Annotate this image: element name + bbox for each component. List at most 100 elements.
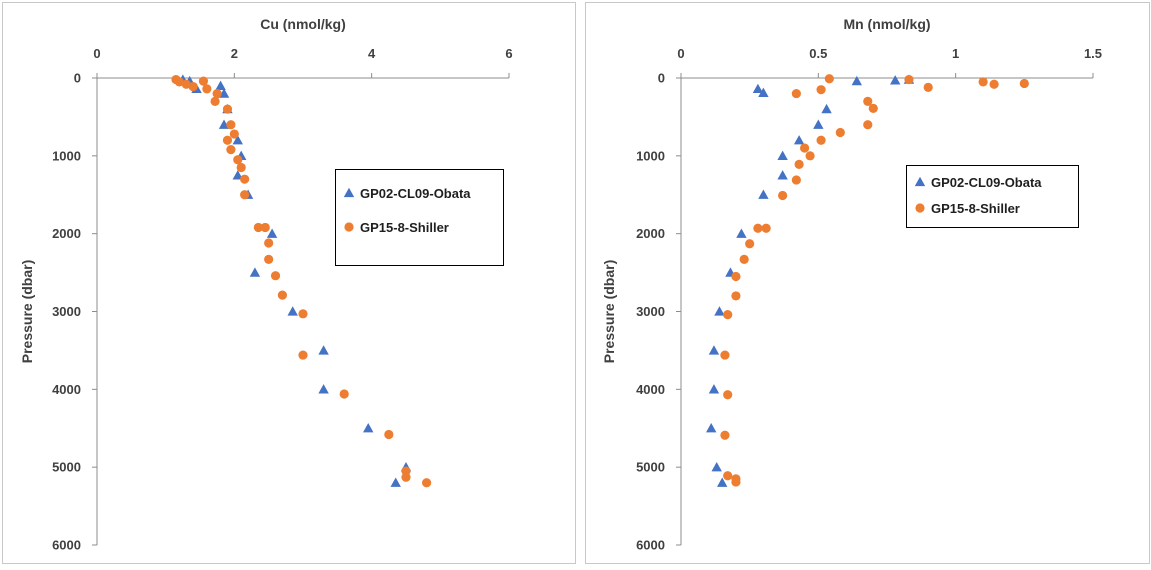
cu-chart-y-tick-label: 6000 [52,538,81,553]
cu-chart-y-tick-label: 5000 [52,460,81,475]
cu-chart-data-point [215,80,226,90]
cu-chart-data-point [236,162,246,173]
cu-chart-data-point [264,238,274,248]
mn-chart-data-point [824,74,834,84]
mn-chart-data-point [717,477,728,487]
mn-chart-data-point [851,75,862,86]
mn-chart-data-point [868,103,878,113]
mn-chart-data-point [752,83,764,94]
cu-chart-series-shiller [171,74,432,488]
mn-chart-data-point [923,82,933,92]
mn-chart-data-point [794,159,804,169]
mn-chart-data-point [708,384,720,394]
mn-chart-data-point [708,345,720,355]
mn-chart-data-point [711,461,722,472]
mn-chart-data-point [816,85,826,95]
mn-chart-legend-label: GP02-CL09-Obata [931,175,1042,190]
mn-chart-data-point [731,271,741,282]
cu-chart-data-point [264,254,274,264]
mn-chart-x-axis-title: Mn (nmol/kg) [843,16,930,32]
cu-chart-legend-marker [343,187,355,198]
mn-chart-series-shiller [720,74,1029,487]
mn-chart-data-point [821,103,832,114]
mn-chart-data-point [989,79,999,89]
cu-chart-y-axis-title: Pressure (dbar) [19,260,35,363]
mn-chart-data-point [714,306,725,316]
mn-chart-y-axis-title: Pressure (dbar) [601,260,617,363]
cu-chart-data-point [249,267,261,277]
cu-chart-data-point [210,96,220,106]
mn-chart-y-tick-label: 2000 [636,226,665,241]
cu-chart-data-point [212,88,222,99]
cu-chart-data-point [339,389,349,399]
mn-chart-data-point [731,291,741,301]
mn-chart-data-point [904,74,914,85]
cu-chart-legend: GP02-CL09-Obata GP15-8-Shiller [335,169,504,266]
mn-chart-data-point [863,120,873,130]
cu-chart-data-point [222,135,233,145]
mn-chart-legend-label: GP15-8-Shiller [931,201,1020,216]
cu-chart-data-point [401,472,411,482]
mn-chart: 0 0.5 1 1.5 0 1000 2000 3000 4000 5000 6000 Mn (nmo… [585,2,1150,564]
mn-chart-data-point [778,190,788,201]
cu-chart-y-tick-label: 0 [74,71,81,86]
mn-chart-data-point [777,170,788,180]
cu-chart-y-tick-label: 2000 [52,226,81,241]
mn-chart-data-point [761,223,771,233]
mn-chart-data-point [723,310,733,320]
cu-chart-data-point [260,222,270,233]
cu-chart-data-point [318,345,329,355]
mn-chart-data-point [978,77,988,87]
mn-chart-data-point [793,135,805,145]
cu-chart-data-point [232,170,243,180]
mn-chart-legend-box [906,165,1079,228]
mn-chart-y-tick-label: 6000 [636,538,665,553]
cu-chart-data-point [390,477,401,487]
mn-chart-data-point [805,151,815,161]
cu-chart-x-tick-label: 0 [93,46,100,61]
mn-chart-legend-marker [914,176,926,187]
cu-chart-data-point [266,228,278,238]
mn-chart-legend-marker [915,203,925,213]
mn-chart-data-point [863,96,873,106]
mn-chart-data-point [835,127,845,138]
mn-chart-panel [585,2,1150,564]
cu-chart-data-point [270,271,281,281]
mn-chart-data-point [706,423,717,433]
cu-chart-data-point [298,309,308,319]
mn-chart-data-point [758,87,769,97]
cu-chart-data-point [226,145,236,155]
cu-chart-x-tick-label: 6 [505,46,512,61]
mn-chart-y-tick-label: 5000 [636,460,665,475]
cu-chart-x-axis-title: Cu (nmol/kg) [260,16,346,32]
mn-chart-data-point [800,143,810,153]
cu-chart-data-point [202,84,212,94]
cu-chart-data-point [226,120,236,130]
cu-chart-data-point [218,119,230,129]
cu-chart-data-point [218,88,230,98]
cu-chart-data-point [318,384,329,394]
cu-chart-data-point [384,429,394,440]
mn-chart-y-tick-label: 3000 [636,304,665,319]
mn-chart-data-point [777,150,788,160]
cu-chart-legend-label: GP02-CL09-Obata [360,186,471,201]
mn-chart-data-point [731,477,741,487]
mn-chart-data-point [890,75,901,85]
cu-chart-data-point [240,174,250,184]
mn-chart-data-point [723,390,733,400]
cu-chart-legend-box [335,169,504,266]
cu-chart-legend-label: GP15-8-Shiller [360,220,449,235]
mn-chart-data-point [736,228,747,238]
mn-chart-legend: GP02-CL09-Obata GP15-8-Shiller [906,165,1079,228]
mn-chart-data-point [720,350,730,360]
cu-chart-data-point [287,306,298,316]
mn-chart-y-tick-label: 4000 [636,382,665,397]
mn-chart-x-tick-label: 0 [677,46,684,61]
mn-chart-x-tick-label: 1.5 [1084,46,1102,61]
cu-chart-data-point [363,423,374,433]
cu-chart-data-point [229,129,239,139]
cu-chart-data-point [222,104,233,114]
cu-chart-data-point [188,81,198,92]
cu-chart: 0 2 4 6 0 1000 2000 3000 4000 5000 6000 Cu (nmol/kg… [2,2,576,564]
